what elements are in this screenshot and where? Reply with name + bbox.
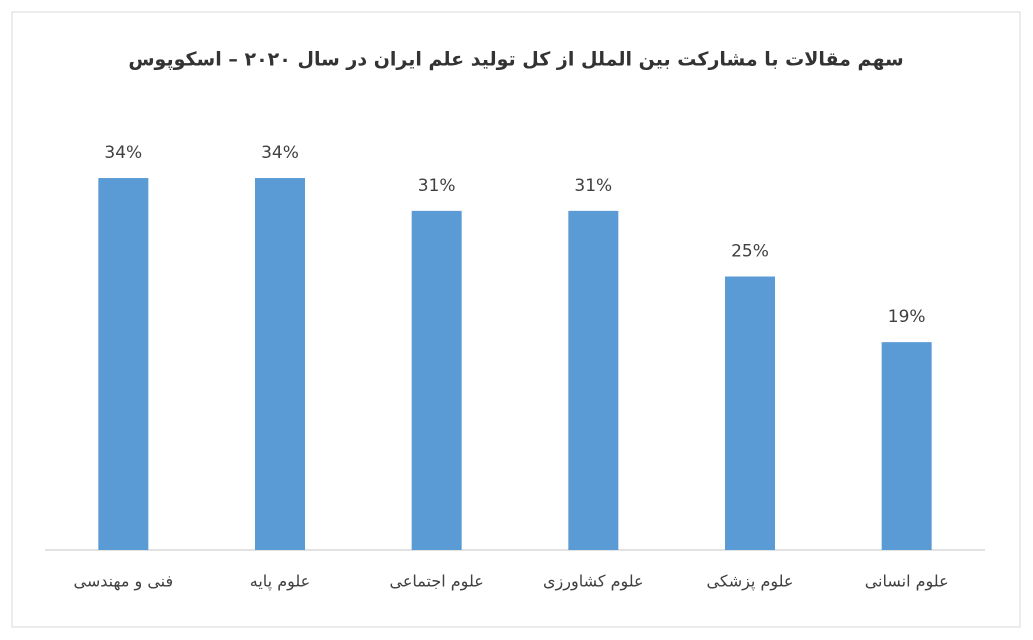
data-label: 31% [418, 176, 456, 196]
x-tick-label: علوم پزشکی [707, 572, 794, 592]
data-label: 31% [574, 176, 612, 196]
chart-title: سهم مقالات با مشارکت بین الملل از کل تول… [128, 49, 903, 71]
bar [725, 276, 775, 550]
bar [411, 210, 462, 551]
bar [881, 342, 932, 550]
data-label: 34% [104, 143, 142, 163]
bar [255, 178, 305, 551]
x-tick-label: فنی و مهندسی [74, 572, 174, 592]
x-tick-label: علوم پایه [250, 572, 310, 592]
bar [98, 178, 149, 551]
data-label: 19% [888, 307, 926, 327]
data-label: 25% [731, 242, 769, 262]
x-tick-label: علوم انسانی [865, 572, 949, 592]
x-tick-label: علوم اجتماعی [390, 572, 484, 592]
x-tick-label: علوم کشاورزی [543, 572, 644, 592]
chart-frame [11, 11, 1021, 628]
data-label: 34% [261, 143, 299, 163]
bar [568, 210, 619, 551]
